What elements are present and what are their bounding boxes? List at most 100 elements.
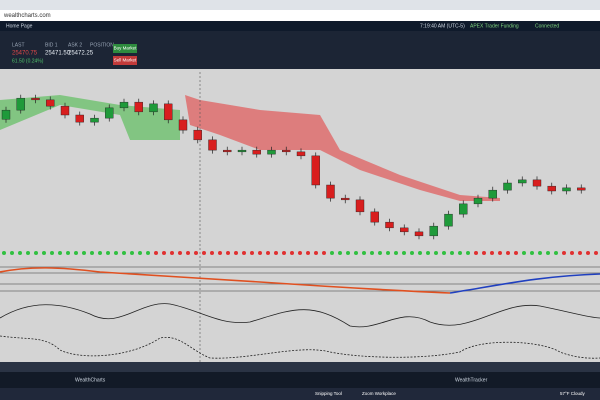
cloud-red <box>185 95 500 201</box>
signal-dot <box>586 251 590 255</box>
candle-body <box>577 187 586 191</box>
signal-dot <box>530 251 534 255</box>
signal-dot <box>82 251 86 255</box>
signal-dot <box>442 251 446 255</box>
tab[interactable]: Home Page <box>6 23 33 29</box>
last-price: 25470.75 <box>12 51 38 57</box>
candle-body <box>1 109 11 120</box>
browser-tabs <box>0 0 600 10</box>
signal-dot <box>570 251 574 255</box>
candle-body <box>503 182 512 191</box>
signal-dot <box>74 251 78 255</box>
candle-body <box>414 231 424 237</box>
label: BID 1 <box>45 42 58 48</box>
signal-dot <box>482 251 486 255</box>
candle-body <box>532 179 542 187</box>
footer <box>0 372 600 388</box>
taskbar-app[interactable]: Snipping Tool <box>315 391 342 396</box>
signal-dot <box>18 251 22 255</box>
candle-body <box>223 149 232 153</box>
candle-body <box>60 105 70 116</box>
signal-dot <box>466 251 470 255</box>
signal-dot <box>306 251 310 255</box>
footer-left: WealthCharts <box>75 377 106 383</box>
signal-dot <box>506 251 510 255</box>
signal-dot <box>66 251 70 255</box>
signal-dot <box>490 251 494 255</box>
signal-dot <box>330 251 334 255</box>
signal-dot <box>410 251 414 255</box>
signal-dot <box>546 251 550 255</box>
bid: 25471.50 <box>45 51 71 57</box>
signal-dot <box>538 251 542 255</box>
label: POSITION <box>90 42 114 48</box>
signal-dot <box>258 251 262 255</box>
signal-dot <box>346 251 350 255</box>
time-axis <box>0 362 600 372</box>
signal-dot <box>122 251 126 255</box>
sell-label[interactable]: Sell Market <box>114 58 137 63</box>
candle-body <box>326 184 335 199</box>
signal-dot <box>298 251 302 255</box>
signal-dot <box>362 251 366 255</box>
candle-body <box>400 227 409 233</box>
candle-body <box>355 199 365 213</box>
signal-dot <box>194 251 198 255</box>
signal-dot <box>322 251 326 255</box>
buy-button[interactable] <box>113 44 137 53</box>
signal-dot <box>394 251 398 255</box>
footer-right: WealthTracker <box>455 377 488 383</box>
signal-dot <box>178 251 182 255</box>
candle-body <box>459 203 468 215</box>
candle-body <box>178 119 188 131</box>
signal-dot <box>106 251 110 255</box>
connection: Connected <box>535 23 559 29</box>
signal-dot <box>498 251 502 255</box>
signal-dot <box>274 251 278 255</box>
oscillator <box>0 303 600 328</box>
candle-body <box>134 101 143 113</box>
signal-dot <box>554 251 558 255</box>
signal-dot <box>2 251 6 255</box>
signal-dot <box>434 251 438 255</box>
candle-body <box>562 187 571 192</box>
candles <box>1 94 586 240</box>
candle-body <box>237 149 247 153</box>
account: APEX Trader Funding <box>470 23 519 29</box>
candle-body <box>193 129 202 141</box>
signal-dot <box>202 251 206 255</box>
signal-dot <box>242 251 246 255</box>
candle-body <box>311 155 320 186</box>
trend-line <box>0 267 451 294</box>
signal-dot <box>426 251 430 255</box>
candle-body <box>488 189 497 199</box>
signal-dot <box>458 251 462 255</box>
signal-dot <box>290 251 294 255</box>
signal-dot <box>594 251 598 255</box>
trend-line <box>449 273 600 294</box>
taskbar-app[interactable]: Zoom Workplace <box>362 391 396 396</box>
signal-dot <box>418 251 422 255</box>
candle-body <box>473 197 483 205</box>
label: ASK 2 <box>68 42 82 48</box>
candle-body <box>282 149 291 153</box>
sell-button[interactable] <box>113 56 137 65</box>
buy-label[interactable]: Buy Market <box>114 46 138 51</box>
signal-dot <box>170 251 174 255</box>
signal-dot <box>154 251 158 255</box>
clock: 7:19:40 AM (UTC-5) <box>420 23 465 29</box>
signal-dot <box>402 251 406 255</box>
change: 61.50 (0.24%) <box>12 58 44 64</box>
candle-body <box>90 117 99 123</box>
signal-dot <box>10 251 14 255</box>
app-header <box>0 21 600 31</box>
signal-dot <box>98 251 102 255</box>
candle-body <box>105 107 114 119</box>
signal-dot <box>282 251 286 255</box>
ask: 25472.25 <box>68 51 94 57</box>
signal-dot <box>314 251 318 255</box>
candle-body <box>370 211 379 223</box>
signal-dot <box>162 251 166 255</box>
signal-dot <box>378 251 382 255</box>
